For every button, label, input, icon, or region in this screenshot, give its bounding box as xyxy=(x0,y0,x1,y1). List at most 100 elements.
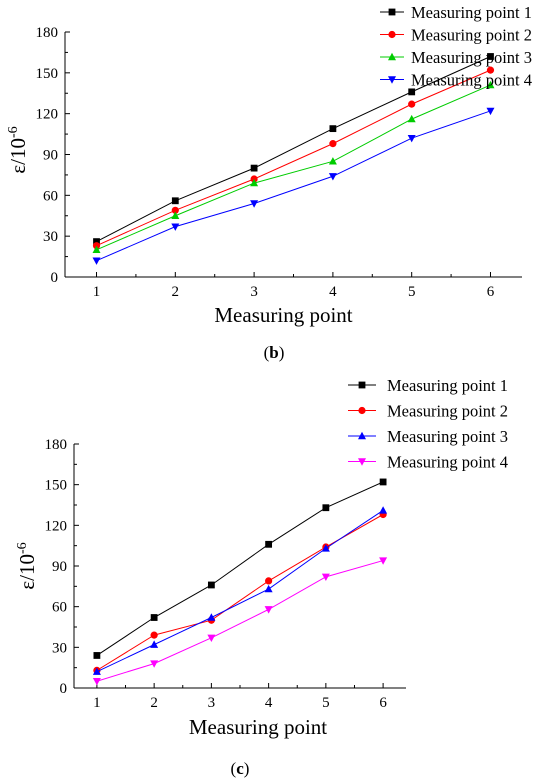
legend-marker xyxy=(358,406,366,415)
data-point xyxy=(264,584,273,593)
data-point xyxy=(92,678,101,686)
data-point xyxy=(329,140,337,148)
series-line xyxy=(96,560,384,682)
data-point xyxy=(250,200,259,208)
x-tick-label: 1 xyxy=(93,284,101,300)
data-point xyxy=(250,164,258,172)
legend-marker xyxy=(388,8,396,16)
x-axis-title: Measuring point xyxy=(214,303,352,327)
series-1 xyxy=(93,53,494,246)
y-tick-label: 0 xyxy=(51,270,59,286)
series-3 xyxy=(92,80,495,253)
series-4 xyxy=(92,107,495,265)
y-tick-label: 150 xyxy=(36,66,59,82)
figure-caption: (b) xyxy=(264,343,285,362)
legend-label: Measuring point 3 xyxy=(411,48,532,67)
x-tick-label: 5 xyxy=(322,695,330,711)
legend: Measuring point 1 Measuring point 2 Measur… xyxy=(348,376,508,472)
series-line xyxy=(96,510,384,673)
x-tick-label: 2 xyxy=(150,695,158,711)
data-point xyxy=(379,557,388,565)
y-tick-label: 180 xyxy=(36,25,59,41)
data-point xyxy=(486,107,495,116)
legend-label: Measuring point 4 xyxy=(387,453,508,472)
data-point xyxy=(92,667,101,675)
legend-marker xyxy=(358,381,366,389)
legend-label: Measuring point 4 xyxy=(411,71,532,90)
data-point xyxy=(407,114,416,123)
legend-marker xyxy=(388,52,396,61)
data-point xyxy=(408,88,416,96)
x-tick-label: 6 xyxy=(487,284,495,300)
series-3 xyxy=(92,506,388,675)
x-tick-label: 4 xyxy=(265,695,273,711)
legend-label: Measuring point 1 xyxy=(411,3,532,22)
data-point xyxy=(379,478,387,486)
legend: Measuring point 1 Measuring point 2 Measur… xyxy=(380,3,532,90)
data-point xyxy=(408,100,416,108)
y-axis-title-exponent: -6 xyxy=(6,126,21,138)
x-tick-label: 3 xyxy=(250,284,258,300)
legend-marker xyxy=(388,30,396,39)
data-point xyxy=(322,504,330,512)
series-line xyxy=(96,110,491,262)
data-point xyxy=(207,613,216,621)
series-line xyxy=(96,514,384,671)
series-line xyxy=(96,69,491,247)
data-point xyxy=(207,634,216,643)
y-tick-label: 120 xyxy=(36,107,59,123)
data-point xyxy=(171,197,179,205)
y-tick-label: 60 xyxy=(52,600,67,616)
data-point xyxy=(150,660,159,668)
x-tick-label: 3 xyxy=(208,695,216,711)
chart-c: 0 30 60 90 120 150 180 1 2 3 4 5 6 Measuring point ε/1… xyxy=(15,376,508,778)
data-point xyxy=(150,631,158,639)
chart-b: 0 30 60 90 120 150 180 1 2 3 4 5 6 Measuring point ε/1… xyxy=(6,3,532,362)
x-axis-title: Measuring point xyxy=(189,715,327,739)
y-tick-label: 150 xyxy=(45,478,68,494)
data-point xyxy=(92,257,101,265)
data-point xyxy=(329,125,337,133)
y-tick-label: 90 xyxy=(43,148,58,164)
data-point xyxy=(93,652,101,659)
legend-marker xyxy=(358,458,366,466)
legend-label: Measuring point 1 xyxy=(387,376,508,395)
data-point xyxy=(487,53,494,60)
y-axis-title: ε/10-6 xyxy=(15,542,39,589)
series-4 xyxy=(92,557,388,686)
legend-label: Measuring point 3 xyxy=(387,427,508,446)
y-axis-title-base: ε/10 xyxy=(15,554,39,590)
data-point xyxy=(150,640,159,648)
y-axis-title-exponent: -6 xyxy=(15,542,30,554)
series-2 xyxy=(92,66,495,250)
data-point xyxy=(171,206,179,214)
data-point xyxy=(486,80,495,89)
data-point xyxy=(171,223,180,231)
series-line xyxy=(96,84,491,251)
data-point xyxy=(93,238,100,246)
y-tick-label: 180 xyxy=(45,437,68,453)
data-point xyxy=(150,614,158,621)
legend-label: Measuring point 2 xyxy=(411,26,532,45)
series-2 xyxy=(93,510,387,674)
data-point xyxy=(265,577,273,585)
y-tick-label: 30 xyxy=(43,229,58,245)
y-tick-label: 90 xyxy=(52,559,67,575)
x-tick-label: 1 xyxy=(93,695,101,711)
series-line xyxy=(96,481,384,656)
data-point xyxy=(207,581,215,589)
data-point xyxy=(265,540,273,548)
series-1 xyxy=(93,478,387,659)
x-tick-label: 4 xyxy=(329,284,337,300)
series-line xyxy=(96,56,491,243)
data-point xyxy=(407,134,416,143)
x-tick-label: 5 xyxy=(408,284,416,300)
data-point xyxy=(379,506,388,514)
x-tick-label: 6 xyxy=(379,695,387,711)
caption-letter: b xyxy=(269,343,278,362)
data-point xyxy=(328,157,337,165)
x-tick-label: 2 xyxy=(172,284,180,300)
legend-label: Measuring point 2 xyxy=(387,402,508,421)
caption-letter: c xyxy=(236,759,244,778)
